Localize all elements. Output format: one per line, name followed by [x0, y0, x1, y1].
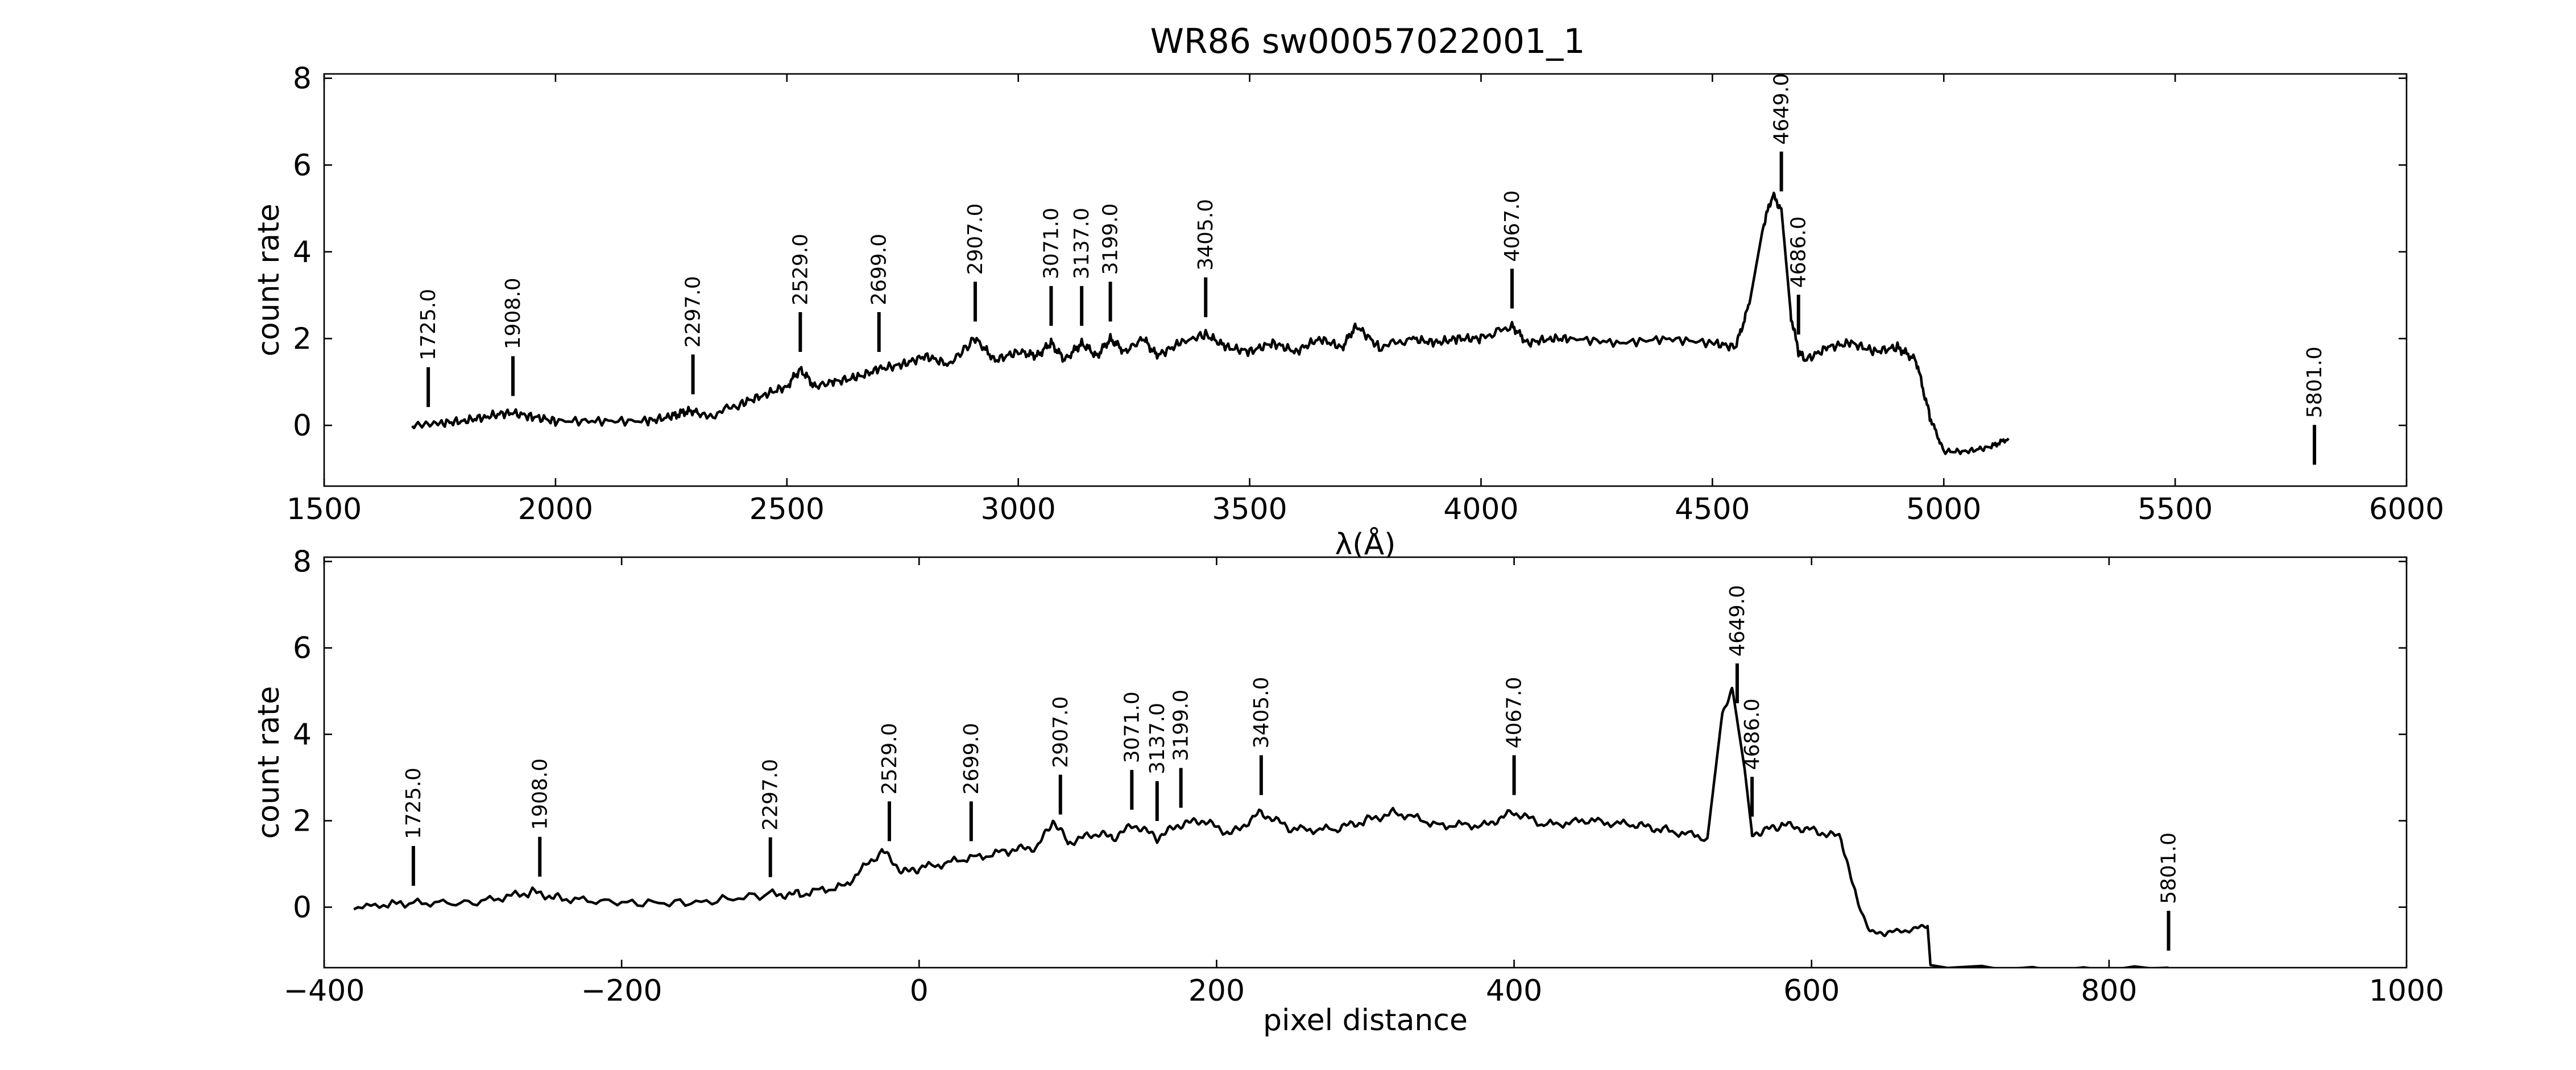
x-tick-label: 3500: [1212, 492, 1287, 526]
x-tick-label: 2000: [518, 492, 593, 526]
x-axis-title: pixel distance: [1263, 1003, 1468, 1038]
y-tick-label: 4: [293, 718, 312, 752]
x-tick-label: 2500: [749, 492, 825, 526]
y-axis-title: count rate: [252, 686, 286, 839]
line-marker-label: 3071.0: [1120, 691, 1144, 763]
x-axis-title: λ(Å): [1335, 526, 1396, 562]
line-marker-label: 1908.0: [528, 758, 552, 830]
x-tick-label: −200: [581, 974, 662, 1008]
line-marker-label: 4686.0: [1787, 216, 1811, 288]
y-tick-label: 8: [293, 545, 312, 579]
line-marker-label: 4649.0: [1770, 73, 1794, 145]
x-tick-label: 3000: [980, 492, 1055, 526]
line-marker-label: 2699.0: [868, 234, 891, 305]
line-marker-label: 4067.0: [1503, 677, 1526, 748]
line-marker-label: 3405.0: [1194, 199, 1217, 271]
x-tick-label: 1500: [287, 492, 362, 526]
line-marker-label: 1908.0: [502, 278, 525, 350]
x-tick-label: −400: [284, 974, 365, 1008]
x-tick-label: 4000: [1443, 492, 1518, 526]
line-marker-label: 2529.0: [789, 234, 812, 305]
line-marker-label: 2907.0: [964, 204, 987, 275]
x-tick-label: 1000: [2369, 974, 2444, 1008]
line-marker-label: 3137.0: [1146, 703, 1169, 774]
x-tick-label: 0: [910, 974, 929, 1008]
x-tick-label: 400: [1486, 974, 1542, 1008]
y-tick-label: 6: [293, 148, 312, 183]
y-tick-label: 4: [293, 235, 312, 269]
line-marker-label: 2297.0: [682, 276, 705, 347]
line-marker-label: 2529.0: [878, 723, 901, 794]
line-marker-label: 5801.0: [2157, 832, 2180, 904]
pixel-panel: −400 −200 0 200 400 600 800 1000 0 2 4 6 8 count rate…: [252, 545, 2444, 1038]
plot-frame: [323, 73, 2408, 487]
line-marker-label: 1725.0: [402, 768, 425, 839]
line-marker-label: 2907.0: [1049, 696, 1072, 768]
line-marker-label: 1725.0: [417, 289, 440, 360]
wavelength-panel: 1500 2000 2500 3000 3500 4000 4500 5000 5500 6000…: [252, 62, 2444, 562]
x-tick-label: 600: [1783, 974, 1840, 1008]
y-tick-label: 2: [293, 322, 312, 356]
line-marker-label: 4686.0: [1741, 698, 1764, 770]
line-marker-label: 3071.0: [1039, 208, 1063, 279]
line-marker-label: 3199.0: [1170, 690, 1193, 761]
x-tick-label: 6000: [2369, 492, 2444, 526]
y-tick-label: 0: [293, 409, 312, 443]
line-marker-label: 4067.0: [1501, 190, 1524, 262]
x-tick-label: 5000: [1906, 492, 1981, 526]
line-marker-label: 2297.0: [759, 759, 782, 831]
line-marker-label: 2699.0: [960, 723, 983, 794]
line-marker-label: 3137.0: [1070, 208, 1094, 279]
spectrum-line: [353, 686, 2169, 968]
plot-frame: [323, 556, 2408, 969]
y-axis-title: count rate: [252, 204, 286, 356]
line-marker-label: 3405.0: [1250, 677, 1273, 748]
spectrum-line: [411, 192, 2010, 455]
y-tick-label: 8: [293, 62, 312, 96]
x-tick-label: 5500: [2138, 492, 2213, 526]
line-marker-label: 5801.0: [2303, 346, 2326, 418]
x-tick-label: 4500: [1675, 492, 1750, 526]
line-marker-label: 4649.0: [1726, 585, 1749, 657]
y-tick-label: 2: [293, 804, 312, 839]
line-marker-label: 3199.0: [1099, 204, 1123, 275]
y-tick-label: 0: [293, 891, 312, 925]
chart-title: WR86 sw00057022001_1: [1150, 22, 1585, 61]
x-tick-label: 800: [2081, 974, 2137, 1008]
x-tick-label: 200: [1188, 974, 1245, 1008]
y-tick-label: 6: [293, 632, 312, 666]
